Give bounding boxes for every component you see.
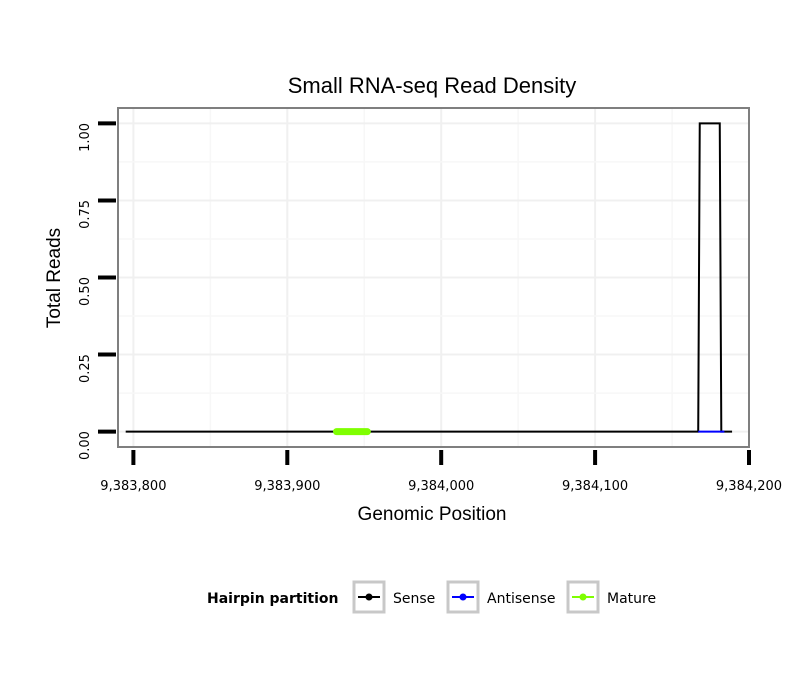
y-tick-label: 0.25 (78, 354, 93, 383)
x-tick-label: 9,383,900 (254, 479, 320, 494)
legend-title: Hairpin partition (207, 591, 338, 607)
legend-label-sense: Sense (393, 591, 435, 607)
legend-label-mature: Mature (607, 591, 656, 607)
x-tick-label: 9,384,100 (562, 479, 628, 494)
x-axis: 9,383,800 9,383,900 9,384,000 9,384,100 9,38… (100, 450, 782, 494)
legend-key-dot (580, 594, 587, 601)
y-tick-label: 0.00 (78, 431, 93, 460)
legend-key-dot (460, 594, 467, 601)
x-tick-label: 9,384,000 (408, 479, 474, 494)
x-tick-label: 9,384,200 (716, 479, 782, 494)
read-density-chart: Small RNA-seq Read Density 9,383,800 9,38… (0, 0, 810, 690)
y-tick-label: 0.75 (78, 200, 93, 229)
x-axis-title: Genomic Position (358, 504, 507, 525)
y-tick-label: 0.50 (78, 277, 93, 306)
legend-label-antisense: Antisense (487, 591, 556, 607)
chart-title: Small RNA-seq Read Density (288, 73, 577, 98)
y-tick-label: 1.00 (78, 123, 93, 152)
x-tick-label: 9,383,800 (100, 479, 166, 494)
legend-key-dot (366, 594, 373, 601)
legend: Hairpin partition Sense Antisense Mature (207, 582, 656, 612)
y-axis-title: Total Reads (44, 228, 65, 328)
y-axis: 0.00 0.25 0.50 0.75 1.00 (78, 123, 116, 460)
